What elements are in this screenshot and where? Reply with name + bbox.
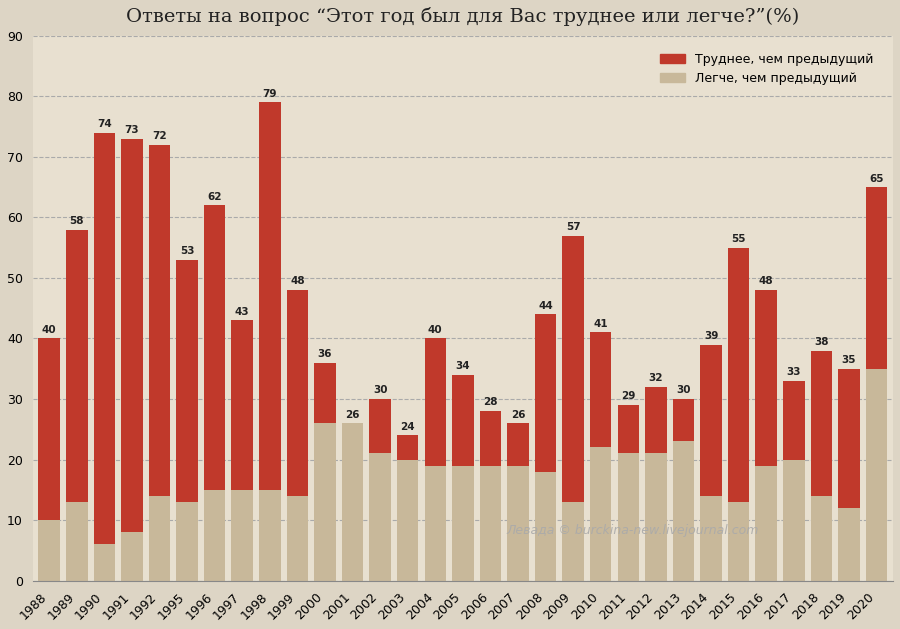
Bar [480,465,501,581]
Bar [728,248,750,502]
Bar [700,496,722,581]
Bar [122,532,143,581]
Text: 73: 73 [124,125,140,135]
Text: 44: 44 [538,301,553,311]
Bar [811,496,832,581]
Text: 41: 41 [593,319,608,329]
Bar [508,423,529,465]
Bar [535,314,556,472]
Bar [562,236,584,502]
Bar [452,375,473,465]
Bar [866,187,887,369]
Bar [94,544,115,581]
Text: 72: 72 [152,131,166,141]
Bar [369,399,391,454]
Bar [314,363,336,423]
Bar [204,490,225,581]
Text: 48: 48 [759,276,773,286]
Text: 28: 28 [483,398,498,408]
Bar [286,290,308,496]
Bar [176,502,198,581]
Text: 57: 57 [566,222,580,232]
Text: 29: 29 [621,391,635,401]
Bar [590,333,611,447]
Text: 38: 38 [814,337,829,347]
Bar [122,139,143,532]
Bar [259,490,281,581]
Text: 36: 36 [318,349,332,359]
Bar [314,423,336,581]
Bar [452,465,473,581]
Bar [783,460,805,581]
Legend: Труднее, чем предыдущий, Легче, чем предыдущий: Труднее, чем предыдущий, Легче, чем пред… [655,48,878,90]
Text: 55: 55 [732,234,746,244]
Text: 48: 48 [290,276,305,286]
Bar [755,465,777,581]
Text: Левада © burckina-new.livejournal.com: Левада © burckina-new.livejournal.com [506,524,759,537]
Text: 34: 34 [455,361,470,371]
Text: 30: 30 [676,386,690,396]
Bar [866,369,887,581]
Text: 26: 26 [511,409,526,420]
Bar [204,205,225,490]
Text: 30: 30 [373,386,387,396]
Bar [259,103,281,490]
Bar [838,369,860,508]
Bar [397,460,418,581]
Text: 62: 62 [207,192,222,202]
Bar [645,454,667,581]
Bar [286,496,308,581]
Text: 35: 35 [842,355,856,365]
Text: 58: 58 [69,216,84,226]
Bar [342,423,364,581]
Bar [617,454,639,581]
Text: 74: 74 [97,119,112,129]
Bar [535,472,556,581]
Title: Ответы на вопрос “Этот год был для Вас труднее или легче?”(%): Ответы на вопрос “Этот год был для Вас т… [126,7,799,26]
Bar [783,381,805,460]
Bar [728,502,750,581]
Bar [66,502,87,581]
Text: 39: 39 [704,331,718,341]
Text: 79: 79 [263,89,277,99]
Bar [811,350,832,496]
Bar [672,442,694,581]
Bar [148,145,170,496]
Bar [369,454,391,581]
Bar [480,411,501,465]
Text: 26: 26 [346,409,360,420]
Bar [176,260,198,502]
Text: 32: 32 [649,373,663,383]
Bar [39,338,60,520]
Text: 40: 40 [428,325,443,335]
Bar [617,405,639,454]
Bar [755,290,777,465]
Bar [231,490,253,581]
Bar [148,496,170,581]
Bar [508,465,529,581]
Bar [672,399,694,442]
Bar [397,435,418,460]
Bar [425,465,446,581]
Bar [94,133,115,544]
Text: 43: 43 [235,307,249,316]
Bar [562,502,584,581]
Text: 40: 40 [42,325,57,335]
Text: 53: 53 [180,246,194,256]
Bar [425,338,446,465]
Bar [838,508,860,581]
Text: 24: 24 [400,421,415,431]
Bar [39,520,60,581]
Bar [66,230,87,502]
Bar [590,447,611,581]
Bar [645,387,667,454]
Text: 65: 65 [869,174,884,184]
Bar [231,320,253,490]
Bar [700,345,722,496]
Text: 33: 33 [787,367,801,377]
